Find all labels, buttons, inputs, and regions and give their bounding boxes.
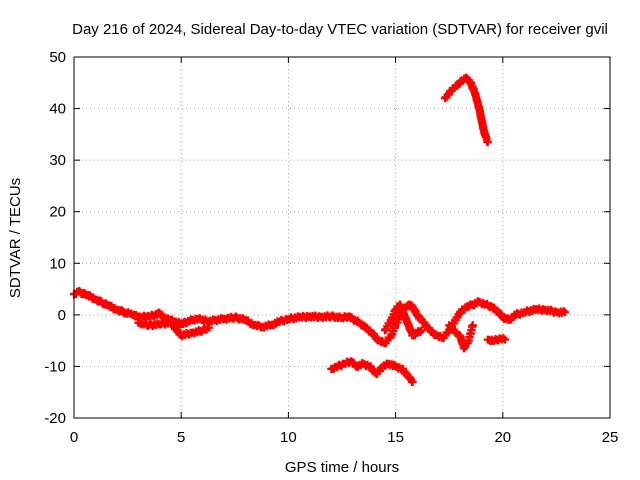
x-tick-labels: 0 5 10 15 20 25 <box>70 429 619 446</box>
series-markers <box>445 321 477 353</box>
series-markers <box>327 357 417 387</box>
axis-ticks <box>73 56 611 419</box>
y-tick-label: -20 <box>44 410 66 427</box>
y-tick-label: 10 <box>49 255 66 272</box>
y-tick-label: 0 <box>58 307 66 324</box>
x-tick-label: 5 <box>177 429 185 446</box>
x-tick-label: 10 <box>280 429 297 446</box>
series-markers <box>483 334 509 346</box>
y-tick-labels: -20 -10 0 10 20 30 40 50 <box>44 49 66 427</box>
x-tick-label: 25 <box>602 429 619 446</box>
y-tick-label: 20 <box>49 204 66 221</box>
series-segment-3 <box>380 300 426 340</box>
y-tick-label: 40 <box>49 101 66 118</box>
series-segment-4 <box>445 321 477 353</box>
x-axis-label: GPS time / hours <box>285 459 399 476</box>
series-segment-5 <box>327 357 417 387</box>
series-markers <box>440 73 492 147</box>
data-points <box>70 73 569 387</box>
y-tick-label: -10 <box>44 358 66 375</box>
y-tick-label: 30 <box>49 152 66 169</box>
x-tick-label: 0 <box>70 429 78 446</box>
x-tick-label: 15 <box>387 429 404 446</box>
y-tick-label: 50 <box>49 49 66 66</box>
series-markers <box>134 317 214 341</box>
chart-title: Day 216 of 2024, Sidereal Day-to-day VTE… <box>72 21 608 38</box>
series-segment-7 <box>440 73 492 147</box>
series-segment-6 <box>483 334 509 346</box>
series-markers <box>380 300 426 340</box>
x-tick-label: 20 <box>494 429 511 446</box>
plot-frame <box>73 56 611 419</box>
y-axis-label: SDTVAR / TECUs <box>7 178 24 298</box>
series-segment-2 <box>134 317 214 341</box>
